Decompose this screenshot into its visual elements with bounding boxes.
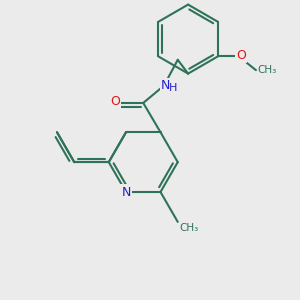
Text: N: N (161, 79, 170, 92)
Text: CH₃: CH₃ (257, 65, 277, 75)
Text: O: O (236, 49, 246, 62)
Text: CH₃: CH₃ (179, 224, 199, 233)
Text: O: O (110, 95, 120, 108)
Text: N: N (121, 185, 131, 199)
Text: H: H (169, 83, 177, 93)
